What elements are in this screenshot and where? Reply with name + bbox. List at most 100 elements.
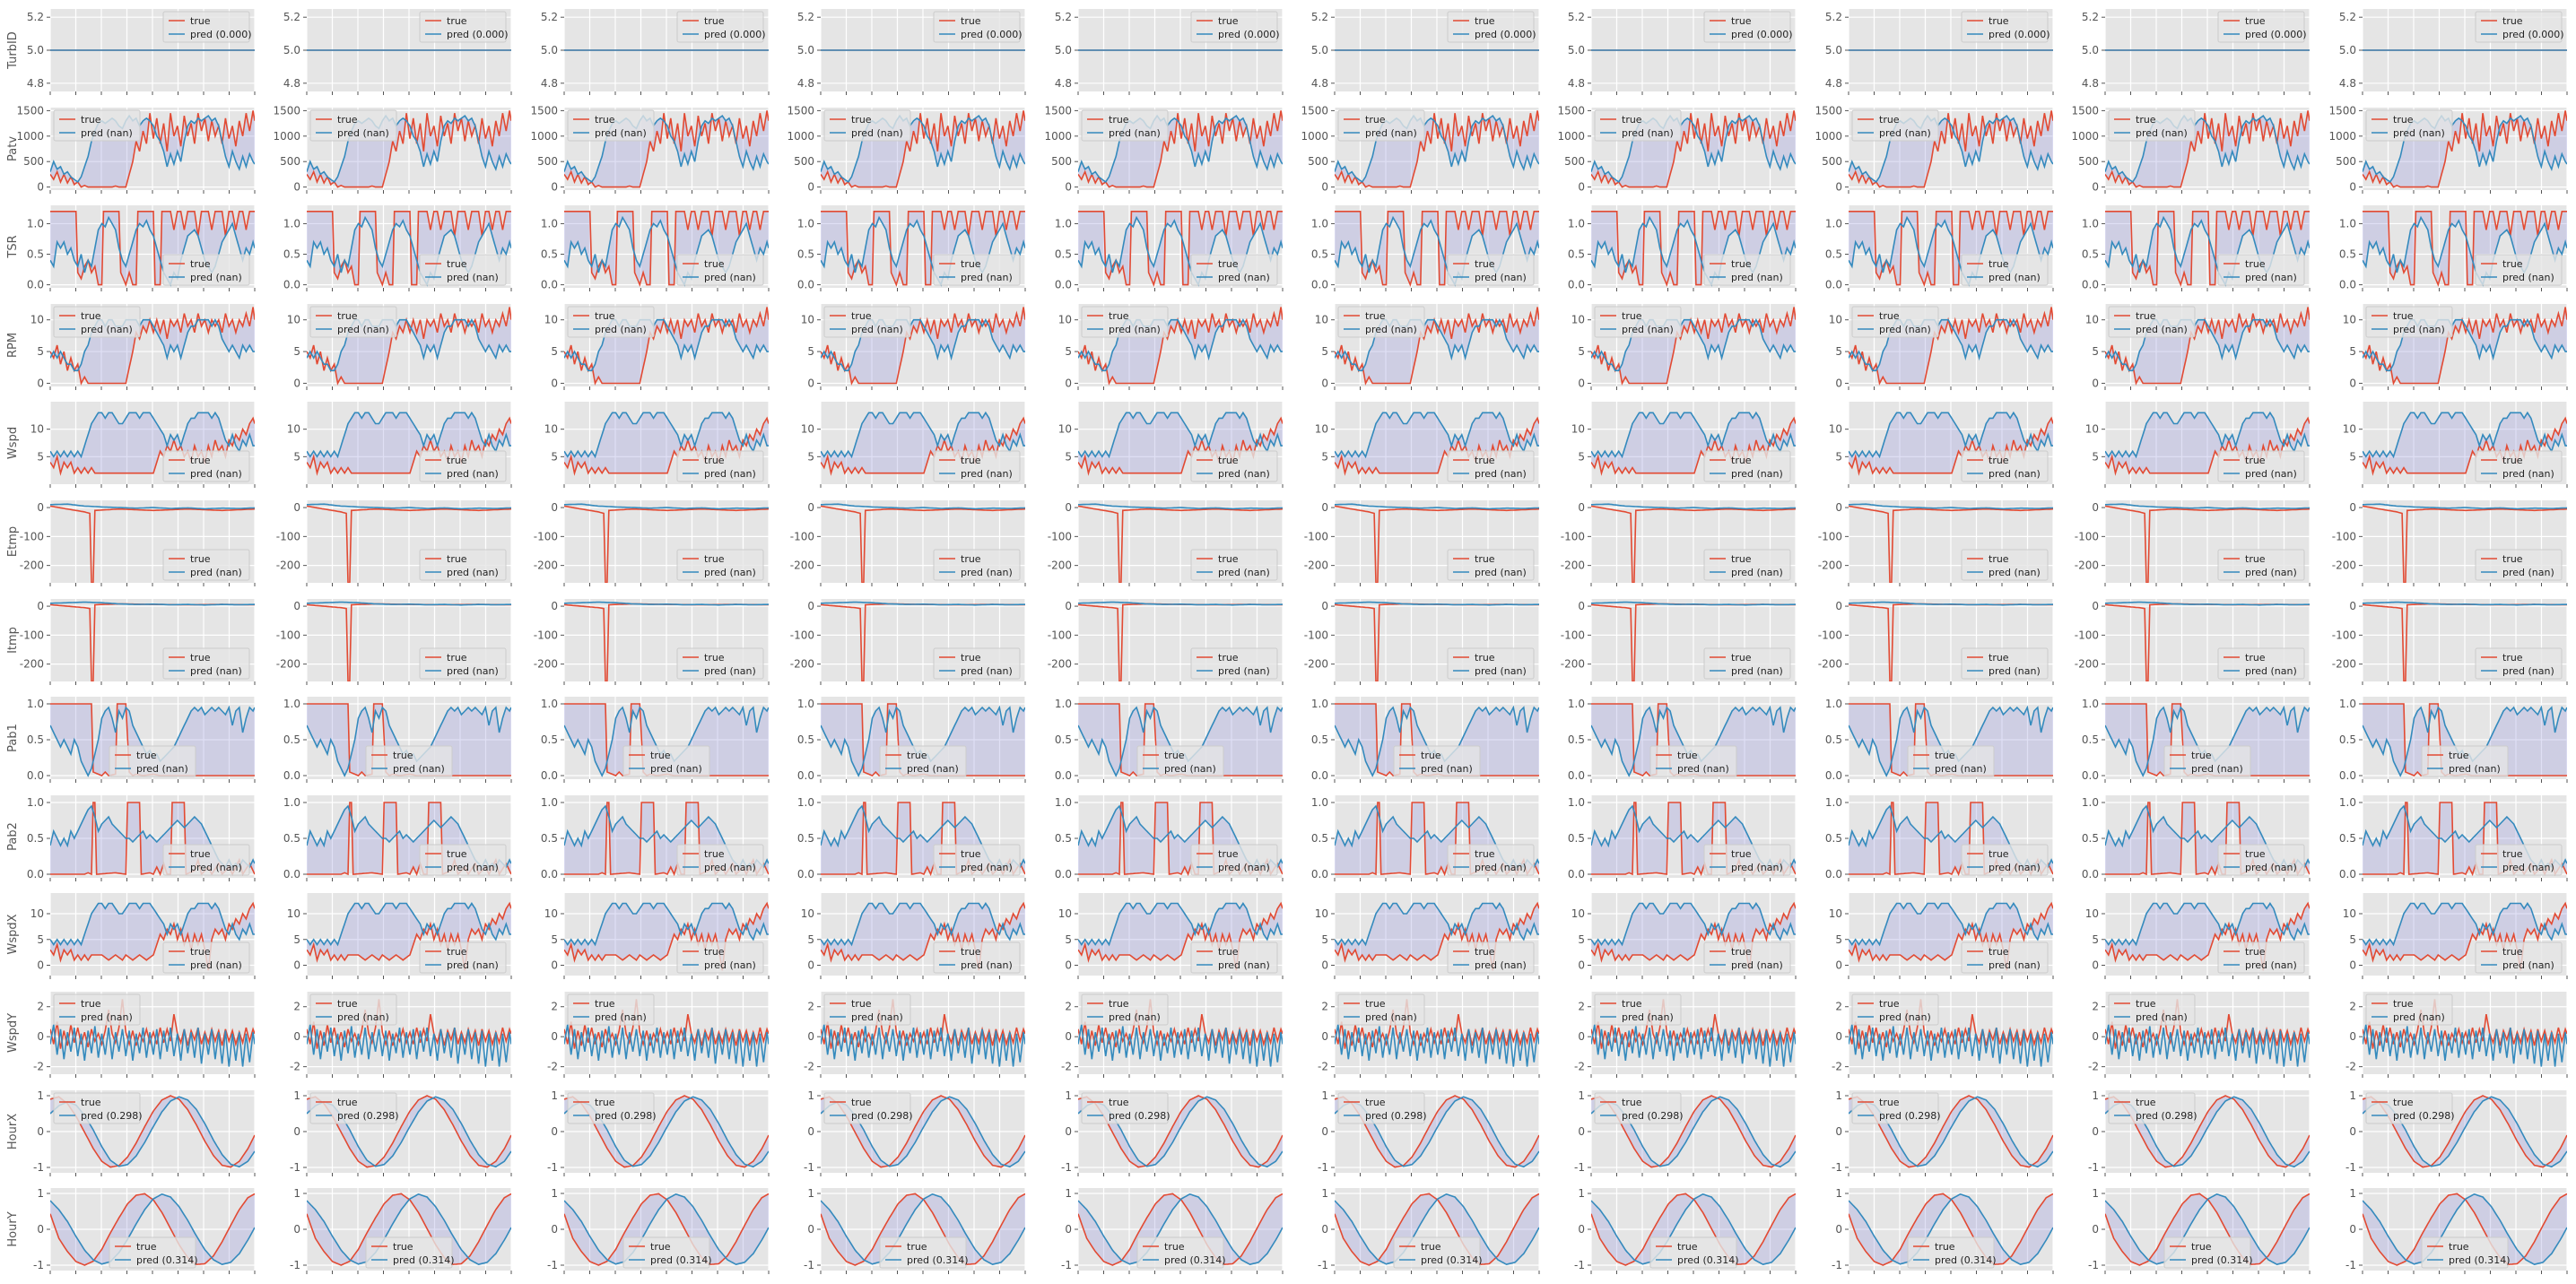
series-line-pred bbox=[1591, 902, 1797, 947]
legend-label-true: true bbox=[190, 848, 211, 860]
legend-label-true: true bbox=[1218, 946, 1239, 958]
y-tick-label: 10 bbox=[287, 423, 300, 436]
legend-label-true: true bbox=[961, 652, 981, 664]
series-line-pred bbox=[821, 1024, 1026, 1067]
y-tick-label: 0 bbox=[1835, 501, 1842, 514]
subplot-svg: -1 0 1 true pred (0.298) bbox=[2088, 1089, 2311, 1176]
y-tick-label: 5.2 bbox=[541, 11, 558, 23]
y-tick-label: 10 bbox=[30, 313, 44, 325]
subplot-houry-2: -1 0 1 true pred (0.314) bbox=[290, 1187, 512, 1275]
y-tick-label: 0.5 bbox=[27, 832, 44, 845]
legend-label-true: true bbox=[961, 455, 981, 466]
series-line-pred bbox=[821, 1193, 1026, 1266]
legend-label-pred: pred (0.298) bbox=[1879, 1110, 1941, 1122]
legend: true pred (0.000) bbox=[162, 11, 252, 43]
y-tick-label: 0.0 bbox=[1311, 868, 1328, 881]
legend-label-true: true bbox=[1731, 946, 1752, 958]
subplot-svg: 0.0 0.5 1.0 true pred (nan) bbox=[1055, 794, 1284, 881]
y-tick-label: 1 bbox=[294, 1187, 301, 1200]
series-line-true bbox=[1848, 999, 2053, 1049]
subplot-svg: 5 10 true pred (nan) bbox=[2085, 402, 2311, 489]
subplot-svg: -1 0 1 true pred (0.298) bbox=[2345, 1089, 2568, 1176]
y-tick-label: 1.0 bbox=[541, 218, 558, 230]
series-line-true bbox=[1077, 505, 1283, 583]
subplot-etmp-6: 0 -100 -200 true pred (nan) bbox=[1304, 500, 1540, 586]
series-line-true bbox=[307, 307, 512, 386]
error-fill bbox=[1335, 1095, 1539, 1167]
legend-label-true: true bbox=[595, 114, 615, 126]
subplot-wspdy-7: -2 0 2 true pred (nan) bbox=[1574, 992, 1797, 1078]
y-tick-label: 10 bbox=[1057, 907, 1071, 920]
legend-label-true: true bbox=[2245, 258, 2266, 270]
y-tick-label: 1.0 bbox=[1568, 218, 1585, 230]
subplot-wspd-2: 5 10 true pred (nan) bbox=[287, 402, 512, 489]
subplot-etmp-7: 0 -100 -200 true pred (nan) bbox=[1561, 500, 1797, 586]
legend-label-pred: pred (nan) bbox=[2502, 272, 2554, 283]
subplot-patv-3: 0 500 1000 1500 true pred (nan) bbox=[530, 104, 770, 194]
y-tick-label: 0 bbox=[1065, 1125, 1072, 1138]
series-line-pred bbox=[1335, 503, 1539, 510]
y-tick-label: 1000 bbox=[1815, 129, 1842, 142]
series-line-true bbox=[821, 999, 1026, 1049]
series-line-true bbox=[563, 999, 769, 1049]
subplot-pab2-2: 0.0 0.5 1.0 true pred (nan) bbox=[283, 794, 512, 881]
y-tick-label: 0 bbox=[808, 180, 815, 193]
legend-label-pred: pred (0.000) bbox=[2502, 29, 2564, 40]
y-tick-label: -200 bbox=[1818, 560, 1842, 572]
legend-label-pred: pred (nan) bbox=[1475, 272, 1527, 283]
series-line-pred bbox=[1848, 215, 2053, 287]
y-tick-label: 0 bbox=[294, 180, 301, 193]
y-tick-label: -2 bbox=[2345, 1061, 2356, 1073]
legend-label-pred: pred (nan) bbox=[337, 324, 389, 335]
subplot-svg: 0 -100 -200 true pred (nan) bbox=[534, 500, 770, 586]
legend-label-pred: pred (nan) bbox=[2502, 468, 2554, 480]
error-fill bbox=[2362, 903, 2567, 971]
error-fill bbox=[1591, 903, 1797, 971]
legend-label-pred: pred (nan) bbox=[1365, 324, 1417, 335]
series-line-true bbox=[1848, 416, 2053, 477]
y-tick-label: 0 bbox=[37, 959, 44, 972]
y-tick-label: 1500 bbox=[788, 104, 815, 117]
legend-label-pred: pred (nan) bbox=[1731, 272, 1783, 283]
legend-label-true: true bbox=[1475, 553, 1495, 565]
series-line-pred bbox=[821, 114, 1026, 183]
legend-label-true: true bbox=[2449, 750, 2469, 761]
y-tick-label: 1 bbox=[2093, 1089, 2100, 1102]
y-axis-label: Wspd bbox=[6, 427, 20, 459]
y-tick-label: 1.0 bbox=[1311, 698, 1328, 710]
legend-label-pred: pred (nan) bbox=[1989, 567, 2041, 578]
series-line-pred bbox=[50, 317, 255, 371]
legend-label-pred: pred (nan) bbox=[2245, 959, 2297, 971]
series-line-pred bbox=[50, 601, 255, 606]
subplot-rpm-9: 0 5 10 true pred (nan) bbox=[2085, 303, 2311, 390]
series-line-pred bbox=[563, 601, 769, 606]
y-tick-label: 1 bbox=[1065, 1089, 1072, 1102]
y-tick-label: 0.0 bbox=[1311, 279, 1328, 291]
legend-label-true: true bbox=[1731, 455, 1752, 466]
legend-label-true: true bbox=[1989, 15, 2009, 27]
legend-label-pred: pred (0.298) bbox=[2136, 1110, 2197, 1122]
y-tick-label: 0.0 bbox=[1055, 769, 1072, 782]
series-line-pred bbox=[821, 412, 1026, 459]
y-tick-label: 0 bbox=[1321, 1223, 1328, 1236]
legend-label-pred: pred (nan) bbox=[704, 959, 756, 971]
series-line-true bbox=[50, 999, 255, 1049]
series-line-pred bbox=[307, 601, 512, 606]
y-tick-label: 1.0 bbox=[1825, 698, 1842, 710]
y-tick-label: 5 bbox=[1321, 933, 1328, 946]
